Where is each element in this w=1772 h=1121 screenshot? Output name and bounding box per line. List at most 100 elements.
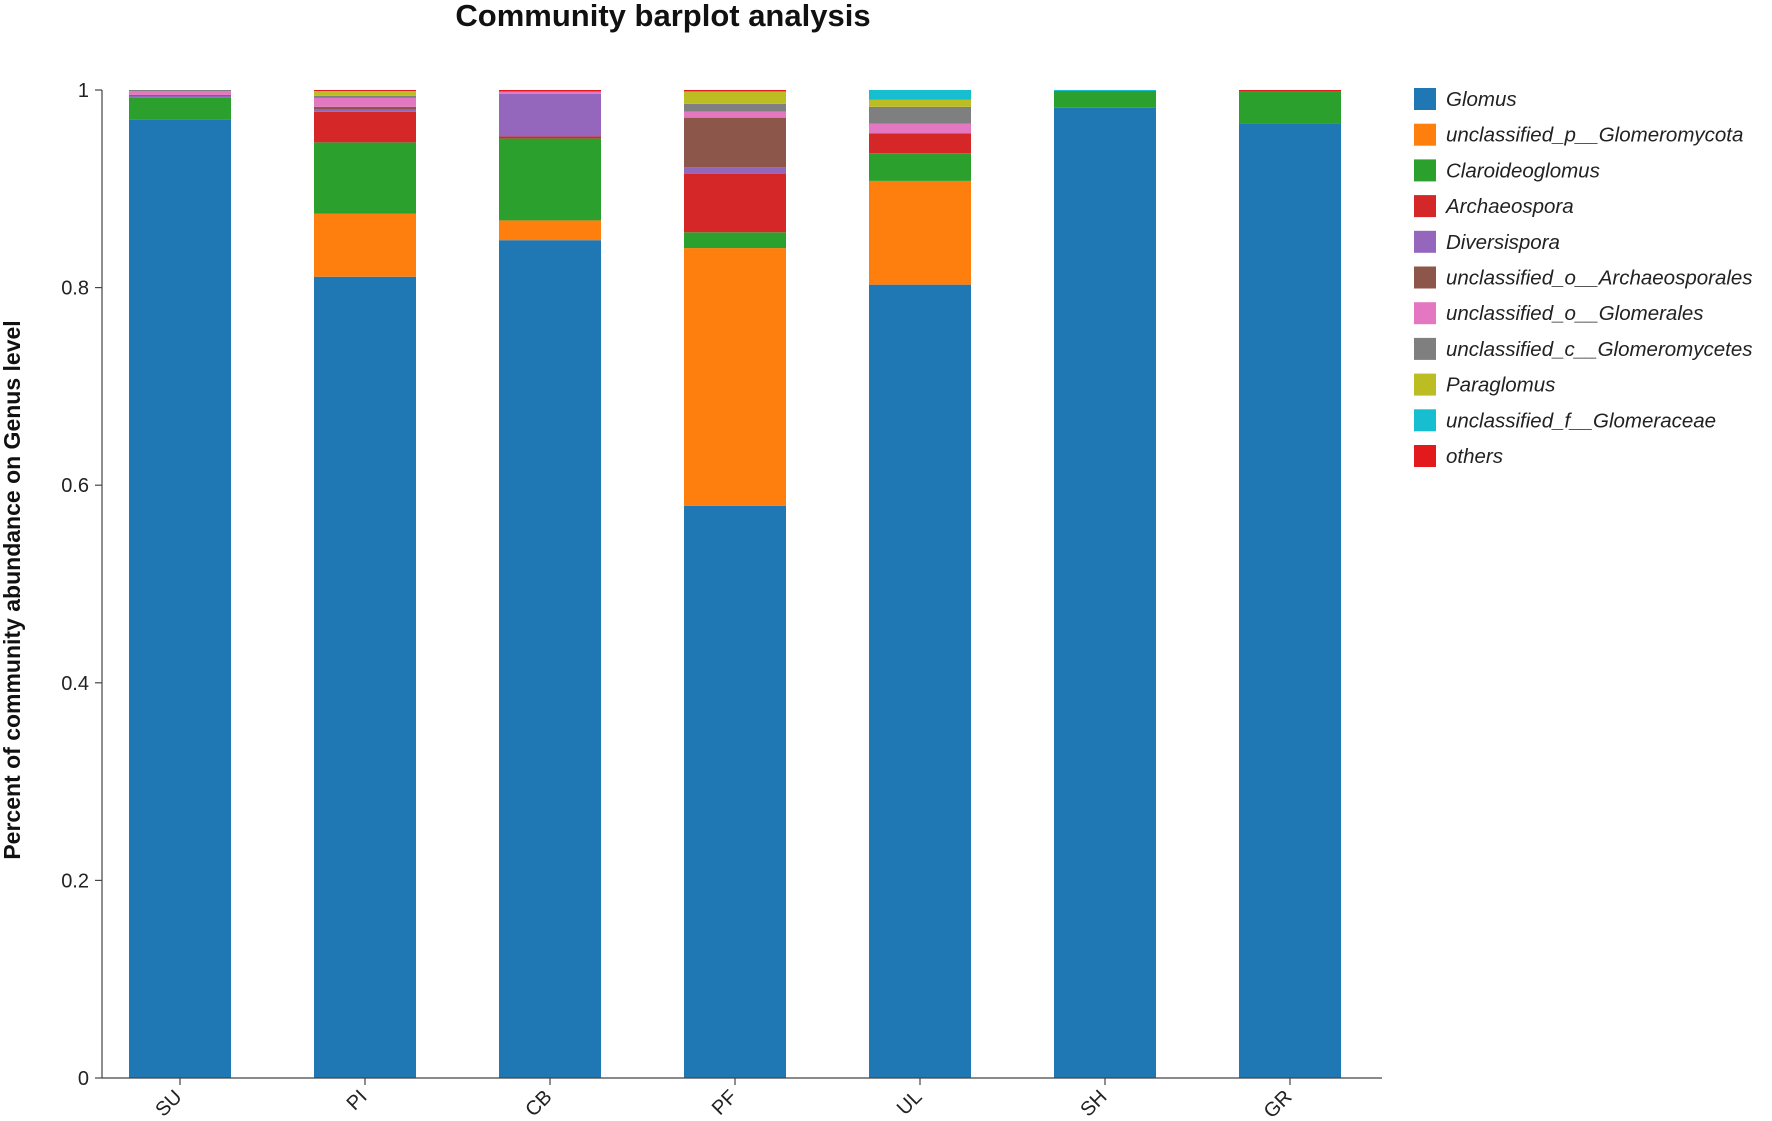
legend-swatch bbox=[1414, 373, 1436, 396]
legend-label: unclassified_o__Archaeosporales bbox=[1446, 267, 1753, 290]
legend-swatch bbox=[1414, 445, 1436, 467]
bar-stack-pi bbox=[314, 90, 416, 1079]
bar-segment-pi-5 bbox=[314, 106, 416, 110]
legend-item: Archaeospora bbox=[1414, 195, 1574, 218]
bar-stack-sh bbox=[1054, 90, 1156, 1078]
bar-segment-pf-5 bbox=[684, 117, 786, 168]
legend-item: unclassified_o__Glomerales bbox=[1414, 302, 1704, 325]
x-tick-label: CB bbox=[521, 1086, 556, 1121]
bar-segment-ul-0 bbox=[869, 284, 971, 1078]
bar-segment-pf-9 bbox=[684, 90, 786, 92]
bar-segment-cb-0 bbox=[499, 240, 601, 1078]
legend-swatch bbox=[1414, 123, 1436, 146]
bar-segment-sh-2 bbox=[1054, 90, 1156, 108]
bar-stack-su bbox=[129, 90, 231, 1078]
legend: Glomus unclassified_p__Glomeromycota Claro… bbox=[1414, 88, 1753, 468]
x-tick-label: PI bbox=[343, 1086, 372, 1115]
legend-label: unclassified_o__Glomerales bbox=[1446, 302, 1704, 325]
bar-segment-gr-2 bbox=[1239, 90, 1341, 124]
bar-segment-pi-3 bbox=[314, 111, 416, 143]
bar-segment-pf-3 bbox=[684, 173, 786, 233]
bar-segment-pi-2 bbox=[314, 142, 416, 214]
bar-stack-pf bbox=[684, 90, 786, 1078]
legend-swatch bbox=[1414, 159, 1436, 182]
bar-segment-pf-0 bbox=[684, 505, 786, 1078]
bar-segment-su-2 bbox=[129, 97, 231, 120]
x-tick-label: SU bbox=[151, 1086, 186, 1121]
bar-segment-pi-10 bbox=[314, 90, 416, 91]
bar-segment-su-0 bbox=[129, 119, 231, 1078]
legend-label: others bbox=[1446, 445, 1503, 468]
legend-item: unclassified_f__Glomeraceae bbox=[1414, 409, 1716, 432]
bar-stack-cb bbox=[499, 90, 601, 1078]
bar-segment-pf-2 bbox=[684, 232, 786, 249]
legend-label: Claroideoglomus bbox=[1446, 159, 1600, 182]
bar-segment-sh-0 bbox=[1054, 107, 1156, 1078]
bar-segment-pi-6 bbox=[314, 97, 416, 107]
legend-item: others bbox=[1414, 445, 1503, 468]
bar-segment-pf-10 bbox=[684, 90, 786, 91]
y-tick-label: 1 bbox=[78, 80, 89, 102]
bar-segment-pi-1 bbox=[314, 213, 416, 277]
y-tick-label: 0 bbox=[78, 1068, 89, 1090]
bar-segment-pf-4 bbox=[684, 167, 786, 174]
bar-segment-pi-4 bbox=[314, 109, 416, 112]
bar-segment-su-6 bbox=[129, 90, 231, 95]
bar-segment-cb-10 bbox=[499, 90, 601, 91]
bar-segment-cb-1 bbox=[499, 220, 601, 241]
bar-segment-cb-4 bbox=[499, 93, 601, 137]
y-tick-label: 0.6 bbox=[61, 475, 89, 497]
legend-label: Diversispora bbox=[1446, 231, 1560, 254]
bar-segment-ul-3 bbox=[869, 133, 971, 154]
bar-segment-ul-8 bbox=[869, 99, 971, 107]
bar-segment-cb-2 bbox=[499, 138, 601, 221]
bar-segment-pf-6 bbox=[684, 111, 786, 118]
bar-segment-ul-9 bbox=[869, 90, 971, 100]
legend-swatch bbox=[1414, 266, 1436, 289]
bar-segment-ul-2 bbox=[869, 153, 971, 181]
bar-stack-ul bbox=[869, 90, 971, 1078]
y-tick-label: 0.8 bbox=[61, 278, 89, 300]
x-tick-label: GR bbox=[1260, 1086, 1297, 1121]
bars-layer bbox=[129, 90, 1341, 1079]
legend-swatch bbox=[1414, 409, 1436, 432]
x-tick-label: SH bbox=[1076, 1086, 1111, 1121]
legend-item: Claroideoglomus bbox=[1414, 159, 1600, 182]
legend-item: unclassified_p__Glomeromycota bbox=[1414, 123, 1743, 147]
legend-item: Glomus bbox=[1414, 88, 1517, 111]
legend-label: Archaeospora bbox=[1444, 195, 1574, 218]
bar-segment-su-5 bbox=[129, 94, 231, 96]
bar-segment-pi-7 bbox=[314, 95, 416, 98]
bar-segment-cb-3 bbox=[499, 136, 601, 139]
x-tick-label: PF bbox=[708, 1086, 742, 1120]
bar-segment-pf-8 bbox=[684, 91, 786, 104]
bar-segment-ul-6 bbox=[869, 123, 971, 134]
bar-segment-ul-7 bbox=[869, 106, 971, 124]
y-tick-label: 0.2 bbox=[61, 870, 89, 892]
legend-label: unclassified_p__Glomeromycota bbox=[1446, 124, 1743, 147]
legend-label: unclassified_c__Glomeromycetes bbox=[1446, 338, 1753, 361]
bar-stack-gr bbox=[1239, 90, 1341, 1079]
bar-segment-pi-0 bbox=[314, 276, 416, 1079]
legend-item: unclassified_c__Glomeromycetes bbox=[1414, 337, 1753, 361]
bar-segment-pi-8 bbox=[314, 90, 416, 96]
bar-segment-gr-0 bbox=[1239, 123, 1341, 1079]
bar-segment-sh-9 bbox=[1054, 90, 1156, 91]
legend-swatch bbox=[1414, 337, 1436, 360]
bar-segment-gr-10 bbox=[1239, 90, 1341, 91]
x-tick-label: UL bbox=[893, 1086, 927, 1120]
legend-label: Paraglomus bbox=[1446, 374, 1555, 397]
bar-segment-pf-1 bbox=[684, 248, 786, 506]
legend-label: unclassified_f__Glomeraceae bbox=[1446, 409, 1716, 432]
legend-item: unclassified_o__Archaeosporales bbox=[1414, 266, 1753, 290]
y-tick-label: 0.4 bbox=[61, 673, 89, 695]
legend-swatch bbox=[1414, 195, 1436, 218]
bar-segment-su-7 bbox=[129, 90, 231, 91]
y-axis-label: Percent of community abundance on Genus … bbox=[0, 320, 25, 859]
chart-title: Community barplot analysis bbox=[455, 0, 870, 33]
bar-segment-pf-7 bbox=[684, 103, 786, 112]
legend-swatch bbox=[1414, 88, 1436, 110]
bar-segment-su-4 bbox=[129, 95, 231, 98]
bar-segment-ul-1 bbox=[869, 180, 971, 285]
